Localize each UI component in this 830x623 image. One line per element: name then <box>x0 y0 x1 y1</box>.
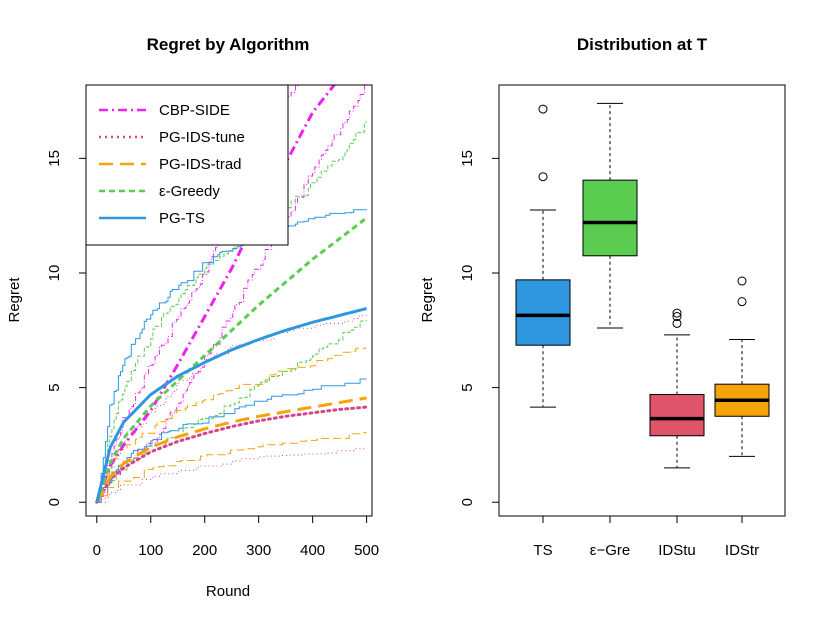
x-tick-label: TS <box>533 542 552 559</box>
line-chart-series <box>95 85 369 504</box>
line-chart-x-axis: 0 100 200 300 400 500 <box>93 515 379 559</box>
box-outlier <box>672 318 682 328</box>
y-tick-label: 15 <box>459 150 476 167</box>
line-chart-title: Regret by Algorithm <box>147 35 310 54</box>
box-e-greedy <box>582 102 638 329</box>
series-band-pg-ids-tune-lower <box>96 448 367 503</box>
line-chart-x-label: Round <box>206 583 250 600</box>
x-tick-label: ε−Gre <box>590 542 630 559</box>
line-chart-legend: CBP-SIDE PG-IDS-tune PG-IDS-trad ε-Greedy PG… <box>85 84 289 246</box>
series-line-cbp-side <box>95 85 336 503</box>
line-chart-panel: Regret by Algorithm 0 100 200 300 400 500 0 5 1… <box>6 35 379 600</box>
series-band-pg-ts-lower <box>96 378 367 503</box>
box-plot-panel: Distribution at T TS ε−Gre IDStu IDStr 0 5 10… <box>419 35 786 559</box>
y-tick-label: 5 <box>459 383 476 391</box>
series-band-pg-ids-trad-upper <box>96 347 367 503</box>
box-outlier <box>672 312 682 322</box>
legend-label-pg-ts: PG-TS <box>159 210 205 227</box>
box-outlier <box>672 308 682 318</box>
x-tick-label: 300 <box>246 542 271 559</box>
legend-label-pg-ids-trad: PG-IDS-trad <box>159 156 242 173</box>
series-line-pg-ids-tune <box>95 405 369 504</box>
y-tick-label: 0 <box>46 498 63 506</box>
y-tick-label: 15 <box>46 150 63 167</box>
box-outlier <box>737 276 747 286</box>
box-outlier <box>538 104 548 114</box>
series-band-pg-ids-trad-lower <box>96 432 367 503</box>
y-tick-label: 10 <box>459 265 476 282</box>
x-tick-label: 100 <box>138 542 163 559</box>
legend-label-cbp-side: CBP-SIDE <box>159 102 230 119</box>
y-tick-label: 10 <box>46 265 63 282</box>
series-band-e-greedy-lower <box>96 320 367 503</box>
x-tick-label: 0 <box>93 542 101 559</box>
box-plot-y-axis: 0 5 10 15 <box>459 150 500 506</box>
box-body <box>582 179 638 257</box>
legend-label-e-greedy: ε-Greedy <box>159 183 220 200</box>
box-ts <box>515 104 571 408</box>
box-outlier <box>538 172 548 182</box>
box-ids-trad <box>714 276 770 457</box>
x-tick-label: IDStu <box>658 542 696 559</box>
box-ids-tune <box>649 308 705 469</box>
series-band-cbp-side-lower <box>96 85 365 503</box>
box-plot-y-label: Regret <box>419 277 436 323</box>
series-line-e-greedy <box>95 216 368 503</box>
box-plot-title: Distribution at T <box>577 35 708 54</box>
series-band-pg-ts-upper <box>96 209 368 503</box>
x-tick-label: 200 <box>192 542 217 559</box>
line-chart-y-label: Regret <box>6 277 23 323</box>
x-tick-label: 500 <box>354 542 379 559</box>
line-chart-y-axis: 0 5 10 15 <box>46 150 87 506</box>
y-tick-label: 5 <box>46 383 63 391</box>
series-line-pg-ts <box>95 307 367 503</box>
box-body <box>649 393 705 437</box>
legend-label-pg-ids-tune: PG-IDS-tune <box>159 129 245 146</box>
box-outlier <box>737 297 747 307</box>
box-plot-x-axis: TS ε−Gre IDStu IDStr <box>533 515 759 559</box>
line-chart-plot-area <box>95 85 369 504</box>
series-band-e-greedy-upper <box>96 121 367 503</box>
x-tick-label: IDStr <box>725 542 759 559</box>
box-body <box>515 279 571 346</box>
x-tick-label: 400 <box>300 542 325 559</box>
series-band-cbp-side-upper <box>96 85 301 503</box>
series-line-pg-ids-trad <box>95 396 367 503</box>
y-tick-label: 0 <box>459 498 476 506</box>
box-plot-boxes <box>515 102 770 469</box>
